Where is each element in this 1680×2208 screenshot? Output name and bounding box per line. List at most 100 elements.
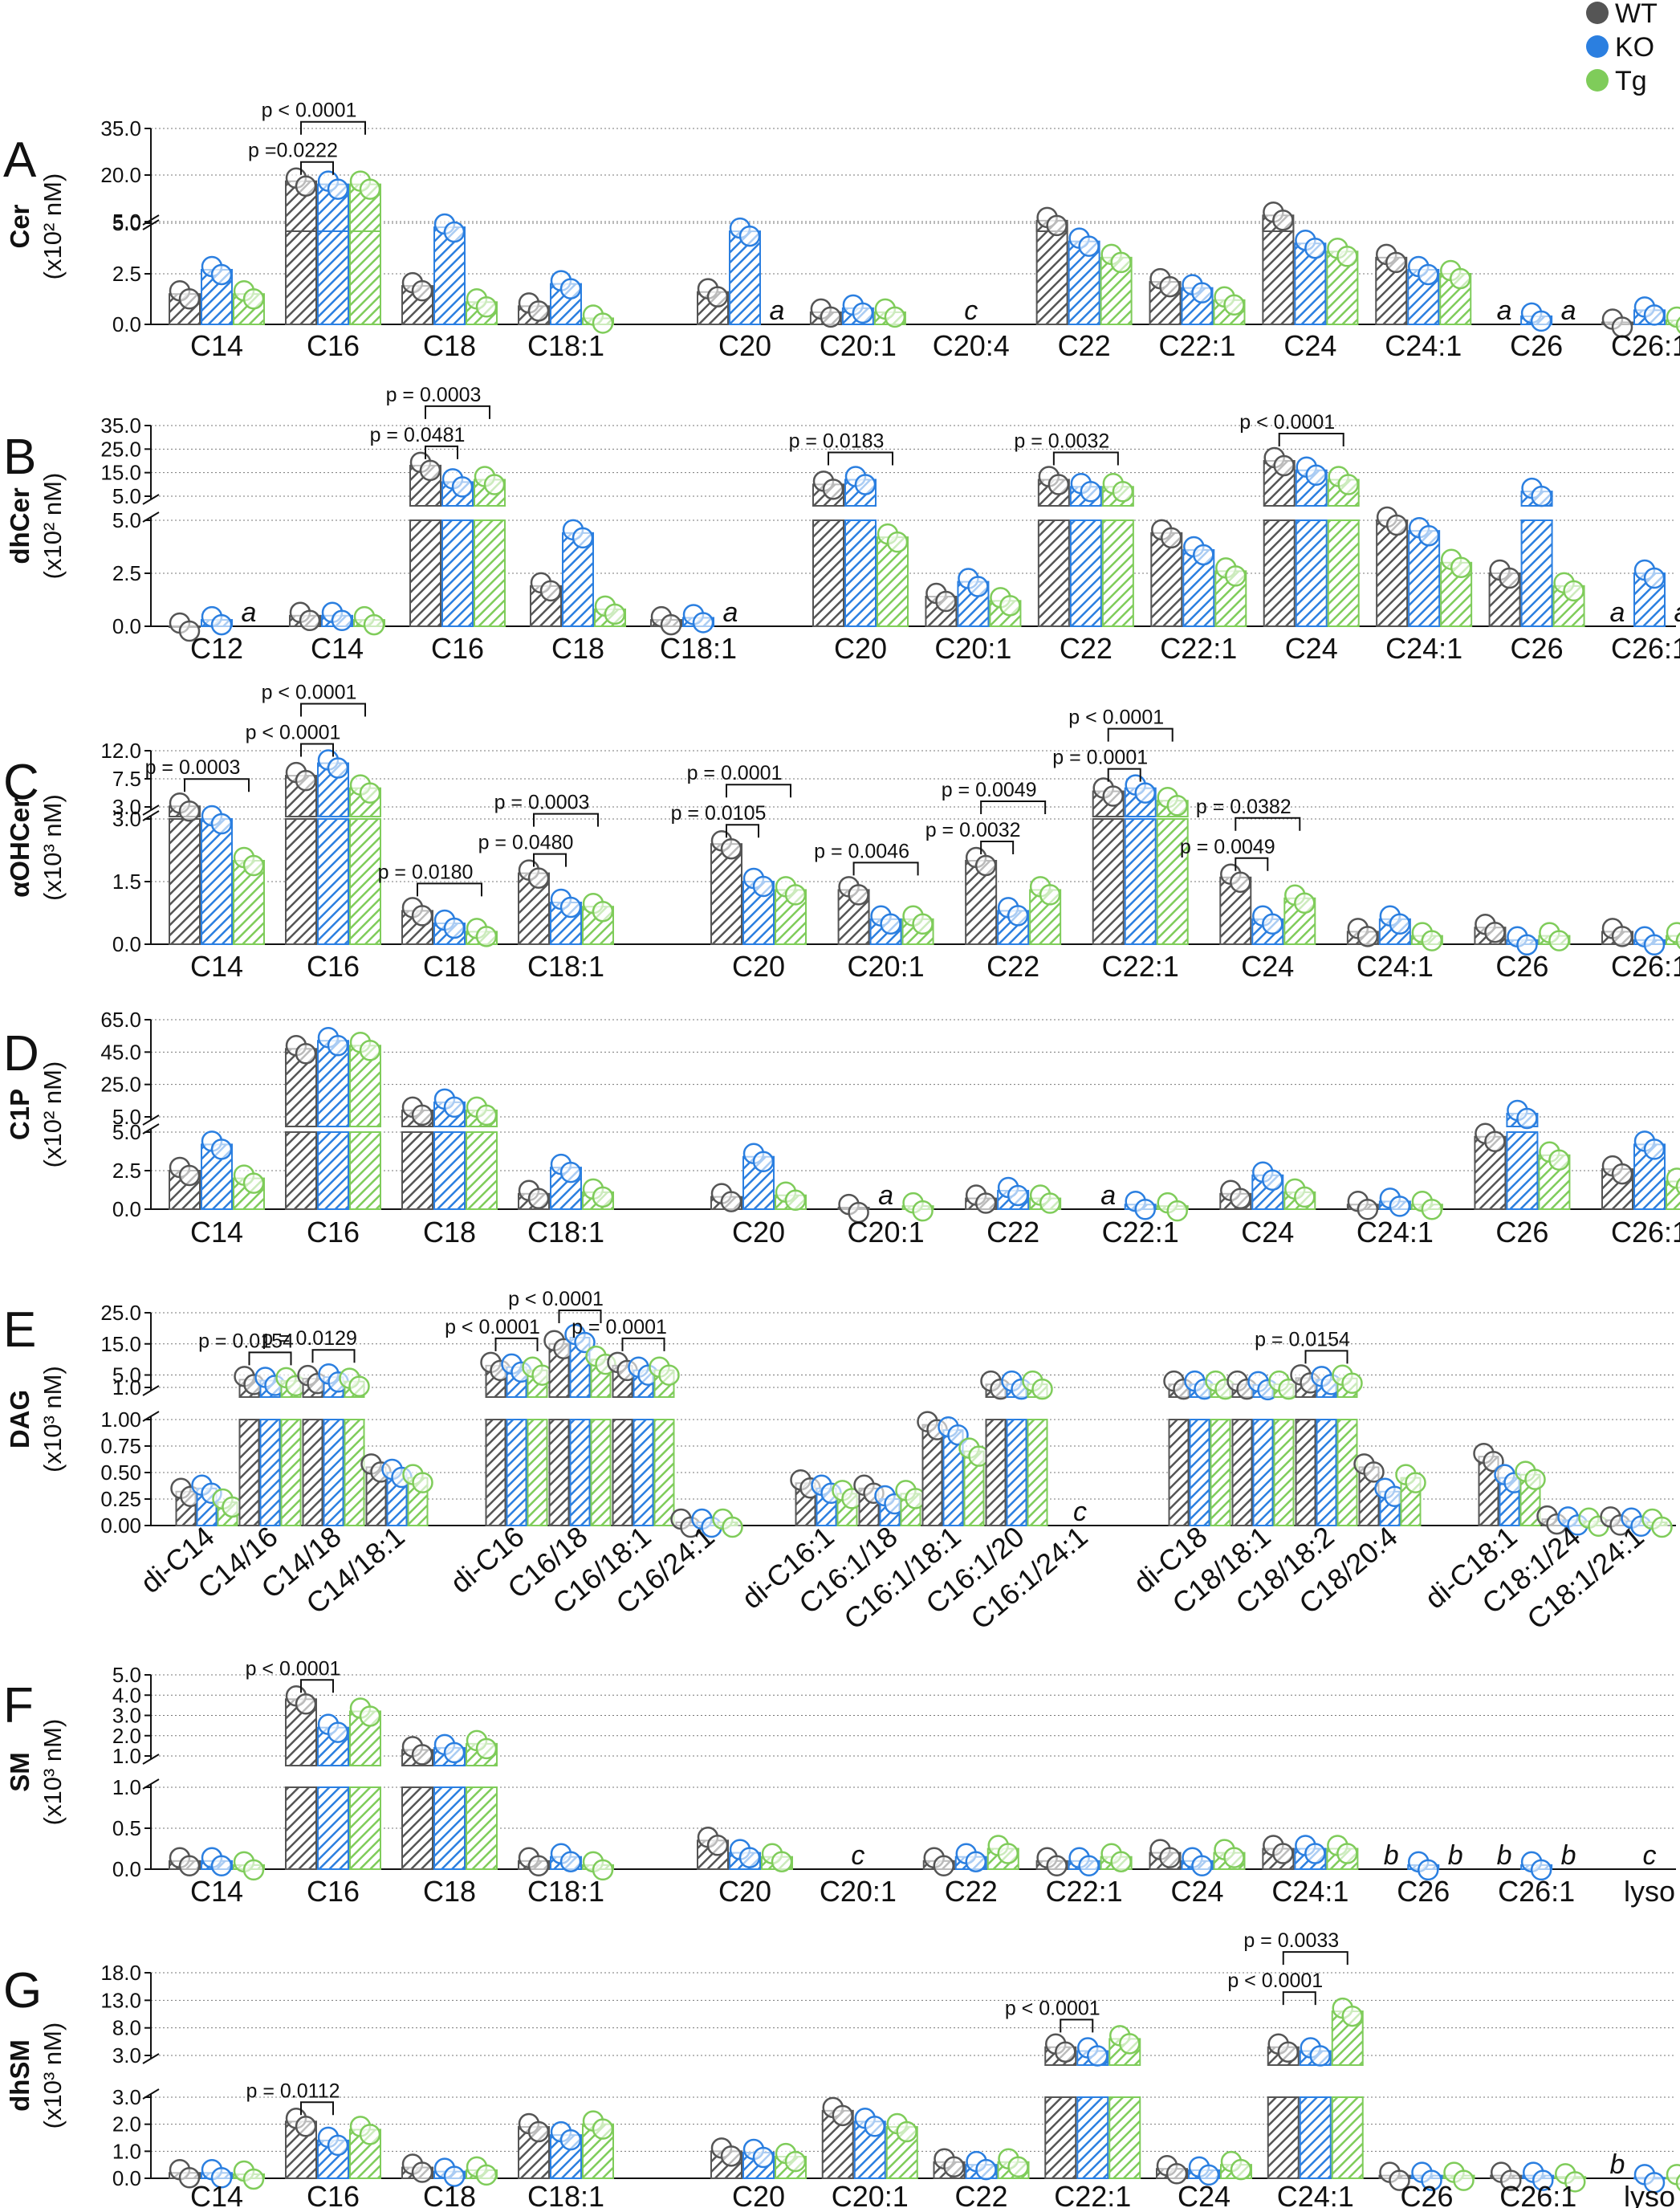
bracket-line — [533, 853, 567, 867]
axis-break-mark — [142, 1385, 160, 1396]
p-value-label: p = 0.0001 — [1052, 747, 1148, 769]
axis-break-mark — [142, 2053, 160, 2064]
bar-ko — [1069, 519, 1102, 627]
category-label: C26 — [1495, 950, 1548, 983]
bracket-line — [425, 445, 458, 459]
bar-ko — [317, 1786, 349, 1870]
point-wt — [660, 613, 682, 636]
point-tg — [886, 531, 909, 553]
bracket-line — [980, 841, 1015, 854]
bar-ko — [433, 226, 466, 326]
p-value-label: p = 0.0049 — [942, 779, 1037, 801]
point-wt — [1363, 1461, 1385, 1483]
bar-group — [518, 1843, 614, 1881]
point-wt — [527, 1855, 550, 1877]
y-tick-label: 3.0 — [112, 795, 141, 819]
y-axis-title: dhSM — [5, 2039, 35, 2112]
category-label: C22:1 — [1102, 950, 1179, 983]
bar-group — [925, 568, 1022, 628]
bracket-line — [300, 120, 366, 135]
point-ko — [210, 1855, 233, 1877]
point-ko — [1198, 2164, 1220, 2186]
comparison-bracket: p = 0.0183 — [789, 430, 893, 466]
bar-group — [543, 1323, 616, 1526]
point-tg — [784, 2150, 807, 2173]
bar-tg — [1156, 818, 1189, 945]
category-label: lyso — [1624, 2180, 1675, 2208]
bar-ko — [1252, 1419, 1274, 1526]
p-value-label: p =0.0222 — [248, 140, 338, 162]
comparison-bracket: p < 0.0001 — [1227, 1970, 1323, 2006]
bar-group — [1601, 1130, 1680, 1210]
point-wt — [974, 854, 997, 877]
bar-group — [1262, 202, 1359, 326]
p-value-label: p = 0.0032 — [925, 819, 1021, 841]
significance-note: b — [1497, 1840, 1512, 1871]
y-axis-unit: (x10² nM) — [39, 173, 67, 280]
comparison-bracket: p = 0.0003 — [494, 792, 599, 827]
bar-group — [480, 1351, 553, 1526]
point-ko — [210, 2167, 233, 2189]
y-tick-label: 3.0 — [112, 1704, 141, 1728]
category-label: C22 — [945, 1875, 998, 1908]
bar-group: a — [650, 597, 738, 636]
comparison-bracket: p = 0.0154 — [198, 1330, 294, 1366]
point-wt — [411, 279, 433, 302]
y-tick-label: 0.0 — [112, 1197, 141, 1221]
point-ko — [443, 1742, 466, 1764]
comparison-bracket: p = 0.0003 — [386, 384, 490, 419]
point-ko — [574, 1331, 596, 1354]
legend-marker-tg — [1586, 69, 1609, 92]
bar-wt — [1092, 818, 1125, 945]
y-tick-label: 5.0 — [112, 1105, 141, 1129]
bar-group — [1149, 267, 1246, 326]
bracket-line — [300, 2101, 334, 2116]
category-label: C18:1 — [660, 632, 737, 665]
category-label: C14 — [190, 950, 243, 983]
bar-group — [965, 846, 1062, 946]
comparison-bracket: p = 0.0382 — [1196, 796, 1301, 831]
significance-note: a — [1561, 295, 1576, 326]
comparison-bracket: p = 0.0480 — [478, 832, 573, 867]
point-tg — [359, 1040, 381, 1061]
y-tick-label: 2.0 — [112, 1724, 141, 1748]
bar-wt — [1267, 2096, 1300, 2179]
y-tick-label: 7.5 — [112, 767, 141, 791]
bracket-line — [828, 451, 893, 466]
y-tick-label: 1.0 — [112, 2139, 141, 2163]
bar-group: a — [169, 597, 256, 642]
point-tg — [912, 913, 934, 935]
y-tick-label: 35.0 — [100, 116, 141, 141]
bar-group — [710, 829, 807, 946]
point-wt — [527, 300, 550, 322]
bar-group — [670, 1508, 743, 1538]
point-ko — [327, 2134, 349, 2157]
bar-wt — [285, 1131, 317, 1210]
bar-ko — [1189, 1419, 1210, 1526]
bar-group — [710, 2137, 807, 2179]
point-wt — [848, 884, 869, 906]
point-wt — [527, 2120, 550, 2143]
point-tg — [1112, 481, 1134, 503]
bar-tg — [1108, 2096, 1141, 2179]
y-tick-label: 0.0 — [112, 2166, 141, 2190]
point-wt — [943, 2156, 965, 2178]
point-tg — [1031, 1378, 1053, 1400]
comparison-bracket: p = 0.0032 — [1014, 430, 1119, 466]
point-tg — [1223, 1847, 1245, 1868]
bar-wt — [548, 1419, 570, 1526]
significance-note: a — [1497, 295, 1512, 326]
category-label: C14 — [190, 329, 243, 362]
bar-wt — [485, 1419, 506, 1526]
point-wt — [178, 2167, 201, 2189]
point-wt — [1047, 474, 1070, 495]
bar-group — [169, 1847, 265, 1881]
category-label: C20:4 — [933, 329, 1010, 362]
comparison-bracket: p = 0.0033 — [1243, 1929, 1348, 1966]
category-label: lyso — [1624, 1875, 1675, 1908]
bar-wt — [1035, 222, 1068, 325]
bar-group — [1219, 1161, 1316, 1211]
category-label: C22:1 — [1158, 329, 1235, 362]
panel-letter: F — [3, 1678, 34, 1733]
point-ko — [1530, 1859, 1552, 1881]
